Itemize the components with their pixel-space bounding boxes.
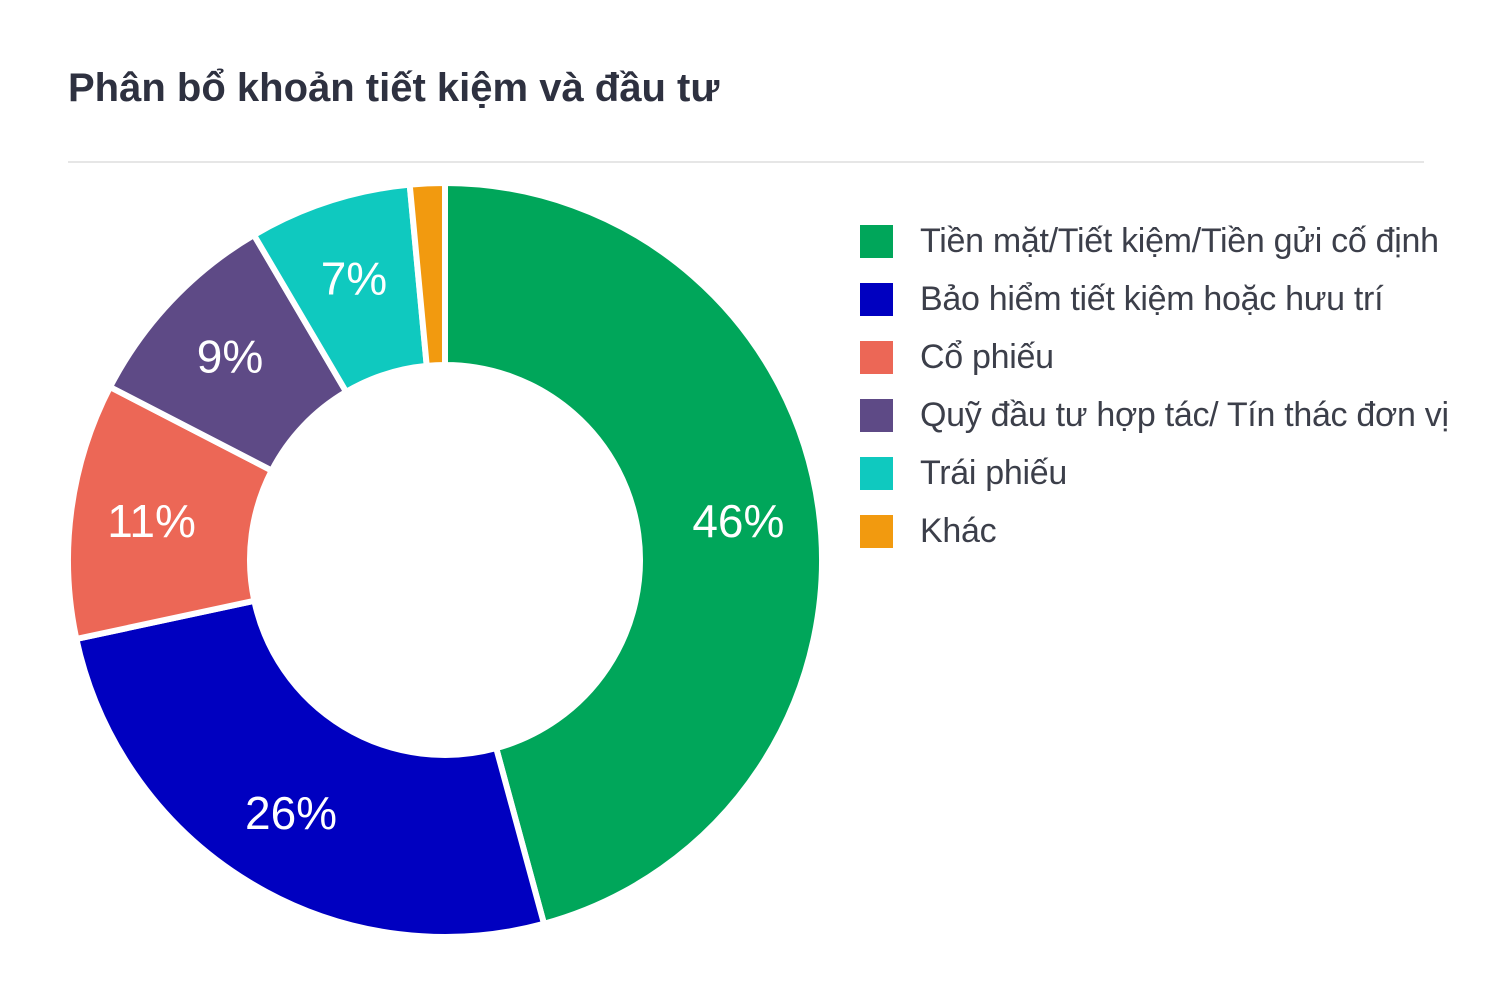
donut-slice-bao-hiem-tiet-kiem-hoac-huu-tri[interactable] xyxy=(72,597,548,940)
legend: Tiền mặt/Tiết kiệm/Tiền gửi cố định Bảo h… xyxy=(860,212,1449,560)
slice-label-quy-dau-tu-hop-tac-tin-thac-don-vi: 9% xyxy=(197,330,263,382)
donut-slice-khac[interactable] xyxy=(406,179,448,370)
legend-swatch-khac xyxy=(860,514,893,548)
legend-swatch-bao-hiem-tiet-kiem-hoac-huu-tri xyxy=(860,282,893,316)
donut-slice-co-phieu[interactable] xyxy=(65,382,276,643)
chart-title: Phân bổ khoản tiết kiệm và đầu tư xyxy=(68,66,720,110)
legend-item-quy-dau-tu-hop-tac-tin-thac-don-vi[interactable]: Quỹ đầu tư hợp tác/ Tín thác đơn vị xyxy=(860,386,1449,444)
legend-swatch-trai-phieu xyxy=(860,456,893,490)
legend-label-co-phieu: Cổ phiếu xyxy=(920,337,1054,376)
legend-swatch-tien-mat-tiet-kiem-tien-gui-co-dinh xyxy=(860,224,893,258)
legend-item-tien-mat-tiet-kiem-tien-gui-co-dinh[interactable]: Tiền mặt/Tiết kiệm/Tiền gửi cố định xyxy=(860,212,1449,270)
legend-item-bao-hiem-tiet-kiem-hoac-huu-tri[interactable]: Bảo hiểm tiết kiệm hoặc hưu trí xyxy=(860,270,1449,328)
slice-label-tien-mat-tiet-kiem-tien-gui-co-dinh: 46% xyxy=(692,495,784,547)
slice-label-bao-hiem-tiet-kiem-hoac-huu-tri: 26% xyxy=(245,787,337,839)
legend-swatch-co-phieu xyxy=(860,340,893,374)
legend-item-co-phieu[interactable]: Cổ phiếu xyxy=(860,328,1449,386)
legend-label-trai-phieu: Trái phiếu xyxy=(920,453,1067,492)
slice-label-trai-phieu: 7% xyxy=(321,252,387,304)
donut-slice-tien-mat-tiet-kiem-tien-gui-co-dinh[interactable] xyxy=(442,179,825,928)
legend-label-tien-mat-tiet-kiem-tien-gui-co-dinh: Tiền mặt/Tiết kiệm/Tiền gửi cố định xyxy=(920,221,1439,260)
legend-label-quy-dau-tu-hop-tac-tin-thac-don-vi: Quỹ đầu tư hợp tác/ Tín thác đơn vị xyxy=(920,395,1449,434)
donut-chart: 46% 26% 11% 9% 7% xyxy=(65,179,825,940)
legend-swatch-quy-dau-tu-hop-tac-tin-thac-don-vi xyxy=(860,398,893,432)
legend-item-trai-phieu[interactable]: Trái phiếu xyxy=(860,444,1449,502)
legend-item-khac[interactable]: Khác xyxy=(860,502,1449,560)
legend-label-bao-hiem-tiet-kiem-hoac-huu-tri: Bảo hiểm tiết kiệm hoặc hưu trí xyxy=(920,279,1384,318)
slice-label-co-phieu: 11% xyxy=(107,495,196,547)
title-divider xyxy=(68,161,1424,163)
legend-label-khac: Khác xyxy=(920,511,997,550)
